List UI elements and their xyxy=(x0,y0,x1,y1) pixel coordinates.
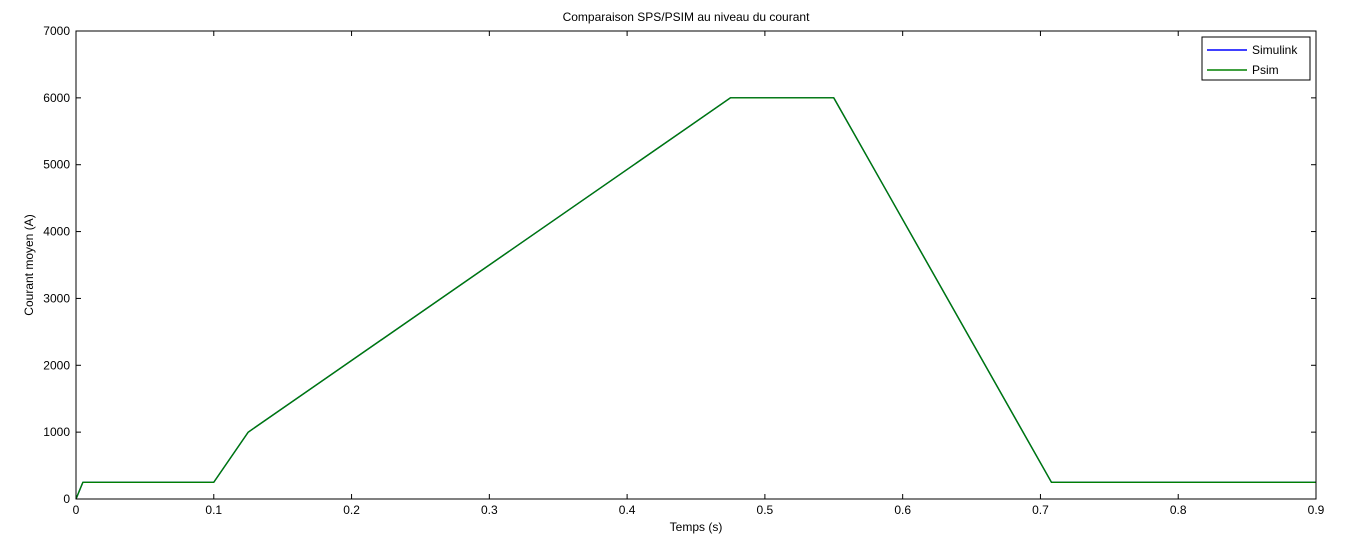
x-tick-label: 0.8 xyxy=(1170,503,1187,517)
x-tick-label: 0.7 xyxy=(1032,503,1049,517)
x-tick-label: 0.4 xyxy=(619,503,636,517)
y-tick-label: 3000 xyxy=(43,291,70,305)
y-tick-label: 2000 xyxy=(43,358,70,372)
legend-label-psim: Psim xyxy=(1252,63,1279,77)
x-tick-label: 0.2 xyxy=(343,503,360,517)
plot-frame xyxy=(75,30,1317,500)
x-tick-label: 0 xyxy=(73,503,80,517)
chart-title: Comparaison SPS/PSIM au niveau du couran… xyxy=(563,10,810,24)
x-tick-label: 0.3 xyxy=(481,503,498,517)
y-axis-label: Courant moyen (A) xyxy=(22,214,36,315)
x-tick-label: 0.1 xyxy=(205,503,222,517)
y-tick-label: 6000 xyxy=(43,91,70,105)
x-tick-label: 0.6 xyxy=(894,503,911,517)
y-tick-label: 7000 xyxy=(43,24,70,38)
legend-box xyxy=(1201,36,1311,81)
x-axis-label: Temps (s) xyxy=(670,520,723,534)
legend: Simulink Psim xyxy=(1201,36,1311,81)
series-lines xyxy=(75,97,1316,500)
legend-entries: Simulink Psim xyxy=(1207,43,1298,77)
series-line-psim xyxy=(75,97,1316,500)
y-axis-ticks: 0 1000 2000 3000 4000 5000 6000 7000 xyxy=(43,24,1316,506)
y-tick-label: 4000 xyxy=(43,225,70,239)
x-tick-label: 0.5 xyxy=(757,503,774,517)
x-axis-ticks: 0 0.1 0.2 0.3 0.4 0.5 0.6 0.7 0.8 0.9 xyxy=(73,31,1325,517)
y-tick-label: 1000 xyxy=(43,425,70,439)
legend-label-simulink: Simulink xyxy=(1252,43,1298,57)
x-tick-label: 0.9 xyxy=(1308,503,1325,517)
plot-area xyxy=(76,31,1316,499)
y-tick-label: 5000 xyxy=(43,158,70,172)
y-tick-label: 0 xyxy=(63,492,70,506)
